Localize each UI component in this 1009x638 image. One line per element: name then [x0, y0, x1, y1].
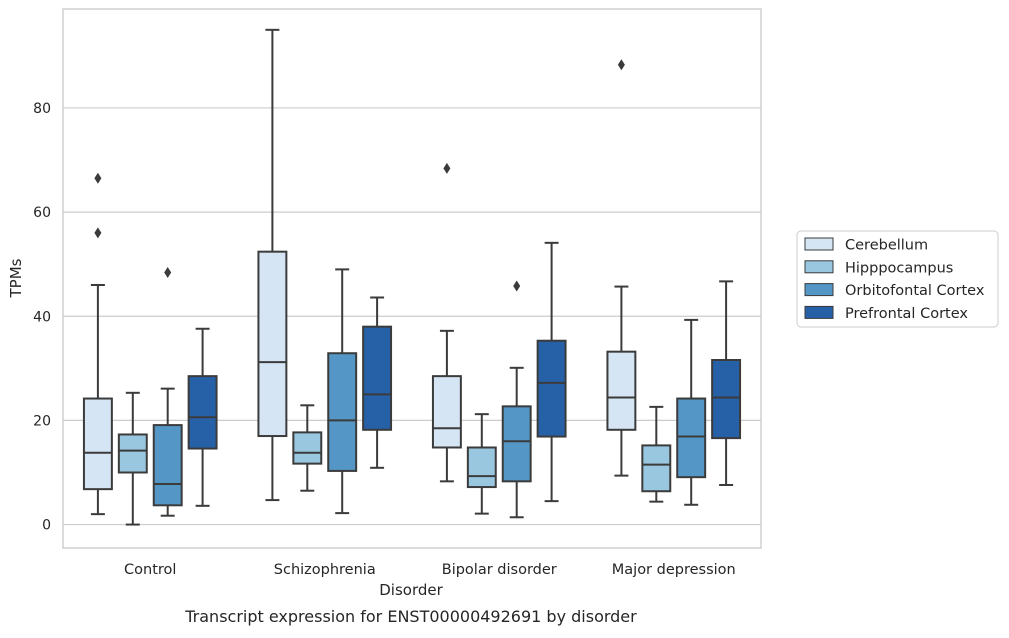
box-orbitofontal-cortex-bipolar-disorder [501, 280, 532, 519]
box-hipppocampus-major-depression [641, 405, 672, 503]
legend-label: Orbitofontal Cortex [845, 283, 985, 299]
x-tick-label: Bipolar disorder [442, 562, 557, 578]
box-prefrontal-cortex-bipolar-disorder [536, 241, 567, 503]
iqr-box [187, 375, 218, 450]
box-cerebellum-control [82, 172, 113, 516]
iqr-box [82, 397, 113, 491]
box-prefrontal-cortex-control [187, 327, 218, 507]
y-tick-label: 20 [33, 413, 51, 429]
iqr-box [501, 405, 532, 483]
iqr-box [641, 444, 672, 493]
iqr-box [117, 433, 148, 474]
box-hipppocampus-schizophrenia [292, 404, 323, 492]
box-cerebellum-schizophrenia [257, 28, 288, 502]
x-axis-label: Disorder [379, 581, 443, 599]
legend-swatch [804, 305, 834, 319]
boxes [82, 28, 742, 526]
x-tick-label: Schizophrenia [274, 562, 376, 578]
y-tick-label: 0 [42, 518, 51, 534]
gridlines [63, 107, 761, 526]
y-tick-label: 80 [33, 101, 51, 117]
outlier-point [617, 59, 625, 71]
y-tick-label: 40 [33, 309, 51, 325]
y-axis-label: TPMs [7, 258, 25, 298]
outlier-point [513, 280, 521, 292]
iqr-box [362, 325, 393, 431]
legend: Cerebellum Hipppocampus Orbitofontal Corte… [796, 230, 999, 328]
figure-caption: Transcript expression for ENST0000049269… [184, 607, 637, 626]
legend-items: Cerebellum Hipppocampus Orbitofontal Corte… [804, 237, 985, 322]
iqr-box [711, 359, 742, 440]
box-hipppocampus-control [117, 391, 148, 526]
outlier-point [443, 162, 451, 174]
box-cerebellum-major-depression [606, 59, 637, 477]
iqr-box [431, 375, 462, 449]
box-orbitofontal-cortex-major-depression [676, 318, 707, 506]
y-tick-labels: 0 20 40 60 80 [33, 101, 51, 534]
iqr-box [536, 339, 567, 438]
iqr-box [676, 397, 707, 479]
iqr-box [292, 431, 323, 465]
box-prefrontal-cortex-schizophrenia [362, 296, 393, 469]
x-tick-label: Major depression [612, 562, 736, 578]
x-tick-labels: Control Schizophrenia Bipolar disorder Majo… [124, 562, 736, 578]
iqr-box [606, 350, 637, 431]
iqr-box [327, 352, 358, 472]
box-cerebellum-bipolar-disorder [431, 162, 462, 483]
box-prefrontal-cortex-major-depression [711, 280, 742, 486]
legend-swatch [804, 283, 834, 297]
iqr-box [466, 446, 497, 489]
outlier-point [164, 267, 172, 279]
legend-label: Hipppocampus [845, 260, 953, 276]
outlier-point [94, 227, 102, 239]
outlier-point [94, 172, 102, 184]
iqr-box [152, 424, 183, 507]
legend-label: Prefrontal Cortex [845, 306, 968, 322]
y-tick-label: 60 [33, 205, 51, 221]
legend-frame [796, 230, 999, 328]
legend-label: Cerebellum [845, 238, 928, 254]
box-orbitofontal-cortex-control [152, 267, 183, 517]
x-tick-label: Control [124, 562, 176, 578]
box-orbitofontal-cortex-schizophrenia [327, 268, 358, 515]
iqr-box [257, 250, 288, 438]
box-hipppocampus-bipolar-disorder [466, 413, 497, 515]
legend-swatch [804, 237, 834, 251]
legend-swatch [804, 260, 834, 274]
